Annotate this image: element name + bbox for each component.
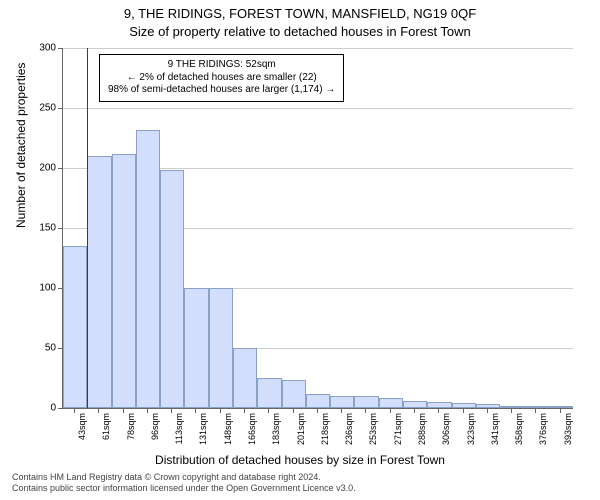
reference-vline xyxy=(87,48,89,408)
annotation-line-1: 9 THE RIDINGS: 52sqm xyxy=(108,59,335,72)
histogram-bar xyxy=(136,130,160,408)
histogram-bar xyxy=(524,406,548,408)
xtick-mark xyxy=(487,408,488,413)
histogram-bar xyxy=(500,406,524,408)
histogram-bar xyxy=(476,404,500,408)
xtick-mark xyxy=(74,408,75,413)
xtick-mark xyxy=(268,408,269,413)
xtick-mark xyxy=(511,408,512,413)
footer-line-1: Contains HM Land Registry data © Crown c… xyxy=(12,472,356,483)
chart-title-sub: Size of property relative to detached ho… xyxy=(0,24,600,39)
ytick-label: 50 xyxy=(0,343,56,354)
ytick-label: 250 xyxy=(0,103,56,114)
xtick-mark xyxy=(147,408,148,413)
chart-title-main: 9, THE RIDINGS, FOREST TOWN, MANSFIELD, … xyxy=(0,6,600,21)
histogram-bar xyxy=(87,156,111,408)
ytick-label: 100 xyxy=(0,283,56,294)
xtick-mark xyxy=(414,408,415,413)
histogram-bar xyxy=(63,246,87,408)
x-axis-label: Distribution of detached houses by size … xyxy=(0,453,600,467)
xtick-mark xyxy=(317,408,318,413)
histogram-bars xyxy=(63,48,573,408)
annotation-line-3: 98% of semi-detached houses are larger (… xyxy=(108,84,335,97)
ytick-label: 200 xyxy=(0,163,56,174)
footer-text: Contains HM Land Registry data © Crown c… xyxy=(12,472,356,495)
xtick-mark xyxy=(220,408,221,413)
histogram-bar xyxy=(257,378,281,408)
histogram-bar xyxy=(354,396,378,408)
xtick-mark xyxy=(535,408,536,413)
xtick-mark xyxy=(390,408,391,413)
xtick-mark xyxy=(560,408,561,413)
histogram-bar xyxy=(233,348,257,408)
histogram-bar xyxy=(184,288,208,408)
y-axis-label: Number of detached properties xyxy=(14,63,28,228)
plot-area: 43sqm61sqm78sqm96sqm113sqm131sqm148sqm16… xyxy=(62,48,573,409)
histogram-bar xyxy=(330,396,354,408)
xtick-mark xyxy=(171,408,172,413)
histogram-bar xyxy=(549,406,573,408)
histogram-bar xyxy=(160,170,184,408)
xtick-mark xyxy=(365,408,366,413)
xtick-mark xyxy=(123,408,124,413)
histogram-bar xyxy=(282,380,306,408)
xtick-mark xyxy=(195,408,196,413)
histogram-bar xyxy=(427,402,451,408)
ytick-mark xyxy=(58,408,63,409)
histogram-bar xyxy=(209,288,233,408)
annotation-box: 9 THE RIDINGS: 52sqm ← 2% of detached ho… xyxy=(99,54,344,102)
histogram-bar xyxy=(306,394,330,408)
xtick-mark xyxy=(98,408,99,413)
ytick-label: 0 xyxy=(0,403,56,414)
xtick-mark xyxy=(341,408,342,413)
histogram-bar xyxy=(452,403,476,408)
histogram-bar xyxy=(112,154,136,408)
xtick-mark xyxy=(438,408,439,413)
histogram-bar xyxy=(403,401,427,408)
footer-line-2: Contains public sector information licen… xyxy=(12,483,356,494)
ytick-label: 150 xyxy=(0,223,56,234)
histogram-bar xyxy=(379,398,403,408)
annotation-line-2: ← 2% of detached houses are smaller (22) xyxy=(108,72,335,85)
xtick-mark xyxy=(463,408,464,413)
ytick-label: 300 xyxy=(0,43,56,54)
xtick-mark xyxy=(293,408,294,413)
xtick-mark xyxy=(244,408,245,413)
